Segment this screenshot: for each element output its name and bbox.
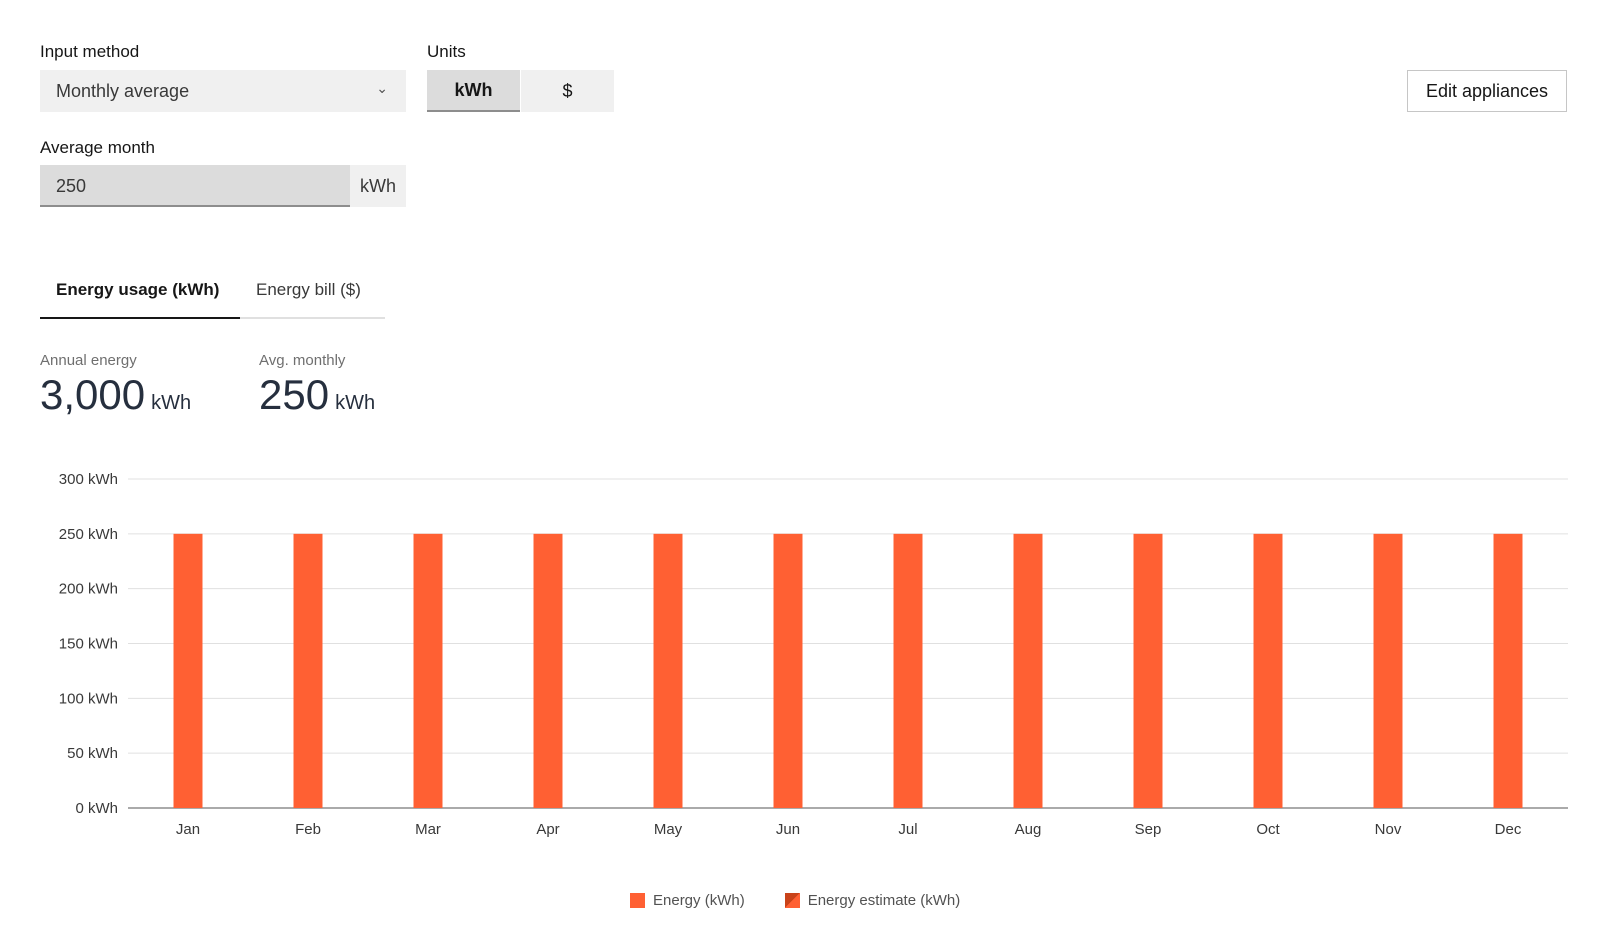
bar-feb xyxy=(293,533,323,808)
stat-label: Annual energy xyxy=(40,352,137,369)
bar-jul xyxy=(893,533,923,808)
chart-legend: Energy (kWh) Energy estimate (kWh) xyxy=(630,892,960,909)
input-method-label: Input method xyxy=(40,42,140,61)
units-label: Units xyxy=(427,42,466,61)
x-tick-label: May xyxy=(654,821,683,838)
legend-energy: Energy (kWh) xyxy=(653,892,745,909)
stat-value: 250 xyxy=(259,371,330,418)
x-tick-label: Jul xyxy=(898,821,917,838)
bar-jan xyxy=(173,533,203,808)
bar-nov xyxy=(1373,533,1403,808)
y-tick-label: 100 kWh xyxy=(59,690,118,707)
stat-unit: kWh xyxy=(151,392,192,414)
x-tick-label: Apr xyxy=(536,821,559,838)
x-tick-label: Jan xyxy=(176,821,200,838)
stat-avg-monthly: Avg. monthly 250 kWh xyxy=(259,352,375,419)
bar-may xyxy=(653,533,683,808)
input-method-select[interactable]: Monthly average ⌄ xyxy=(40,70,406,112)
legend-swatch-estimate xyxy=(784,893,800,908)
x-tick-label: Nov xyxy=(1375,821,1402,838)
y-tick-label: 300 kWh xyxy=(59,471,118,488)
x-tick-label: Jun xyxy=(776,821,800,838)
tab-energy-bill[interactable]: Energy bill ($) xyxy=(256,280,361,299)
x-tick-label: Mar xyxy=(415,821,441,838)
average-month-unit: kWh xyxy=(350,165,406,207)
legend-swatch-energy xyxy=(630,893,645,908)
bar-mar xyxy=(413,533,443,808)
stat-value: 3,000 xyxy=(40,371,146,418)
y-tick-label: 150 kWh xyxy=(59,636,118,653)
x-tick-label: Aug xyxy=(1015,821,1042,838)
chevron-down-icon: ⌄ xyxy=(376,80,388,96)
y-tick-label: 250 kWh xyxy=(59,526,118,543)
y-tick-label: 50 kWh xyxy=(67,745,118,762)
bar-aug xyxy=(1013,533,1043,808)
average-month-input[interactable]: 250 xyxy=(40,165,350,207)
stat-annual-energy: Annual energy 3,000 kWh xyxy=(40,352,191,419)
chart-tabs: Energy usage (kWh) Energy bill ($) xyxy=(40,276,385,319)
bar-oct xyxy=(1253,533,1283,808)
y-tick-label: 0 kWh xyxy=(75,800,118,817)
bar-sep xyxy=(1133,533,1163,808)
bar-apr xyxy=(533,533,563,808)
x-tick-label: Feb xyxy=(295,821,321,838)
bar-jun xyxy=(773,533,803,808)
average-month-label: Average month xyxy=(40,138,155,157)
x-tick-label: Dec xyxy=(1495,821,1522,838)
bar-dec xyxy=(1493,533,1523,808)
edit-appliances-button[interactable]: Edit appliances xyxy=(1407,70,1567,112)
y-tick-label: 200 kWh xyxy=(59,581,118,598)
input-method-value: Monthly average xyxy=(56,81,190,101)
stat-unit: kWh xyxy=(335,392,376,414)
stat-label: Avg. monthly xyxy=(259,352,346,369)
units-switcher: kWh $ xyxy=(427,70,615,112)
tab-energy-usage[interactable]: Energy usage (kWh) xyxy=(40,276,240,319)
units-kwh-button[interactable]: kWh xyxy=(427,70,520,112)
legend-estimate: Energy estimate (kWh) xyxy=(807,892,961,909)
x-tick-label: Sep xyxy=(1135,821,1162,838)
x-tick-label: Oct xyxy=(1256,821,1280,838)
units-dollar-button[interactable]: $ xyxy=(521,70,614,112)
